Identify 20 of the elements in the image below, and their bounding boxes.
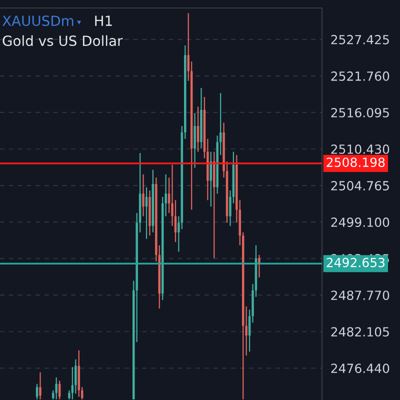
- y-tick-label: 2482.105: [331, 327, 389, 337]
- candlestick: [55, 376, 58, 400]
- y-tick-label: 2521.760: [331, 71, 390, 81]
- candlestick: [39, 372, 42, 400]
- candlestick: [36, 383, 38, 400]
- annotation: H1: [95, 16, 112, 26]
- y-tick-label: 2476.440: [331, 364, 390, 374]
- y-tick-label: 2487.770: [331, 290, 390, 300]
- y-tick-label: 2510.430: [331, 144, 390, 154]
- y-tick-label: 2516.095: [331, 108, 389, 118]
- y-tick-label: 2504.765: [331, 181, 389, 190]
- y-tick-label: 2527.425: [331, 34, 389, 44]
- text: Gold vs US Dollar: [2, 35, 123, 46]
- candlestick: [142, 174, 144, 217]
- y-tick-label: 2499.100: [331, 218, 390, 227]
- chart-title: XAUUSDm: [2, 16, 74, 26]
- candlestick: [58, 380, 61, 400]
- candlestick: [258, 254, 260, 278]
- ref-line-label: 2508.198: [326, 158, 385, 168]
- candlestick: [194, 112, 196, 168]
